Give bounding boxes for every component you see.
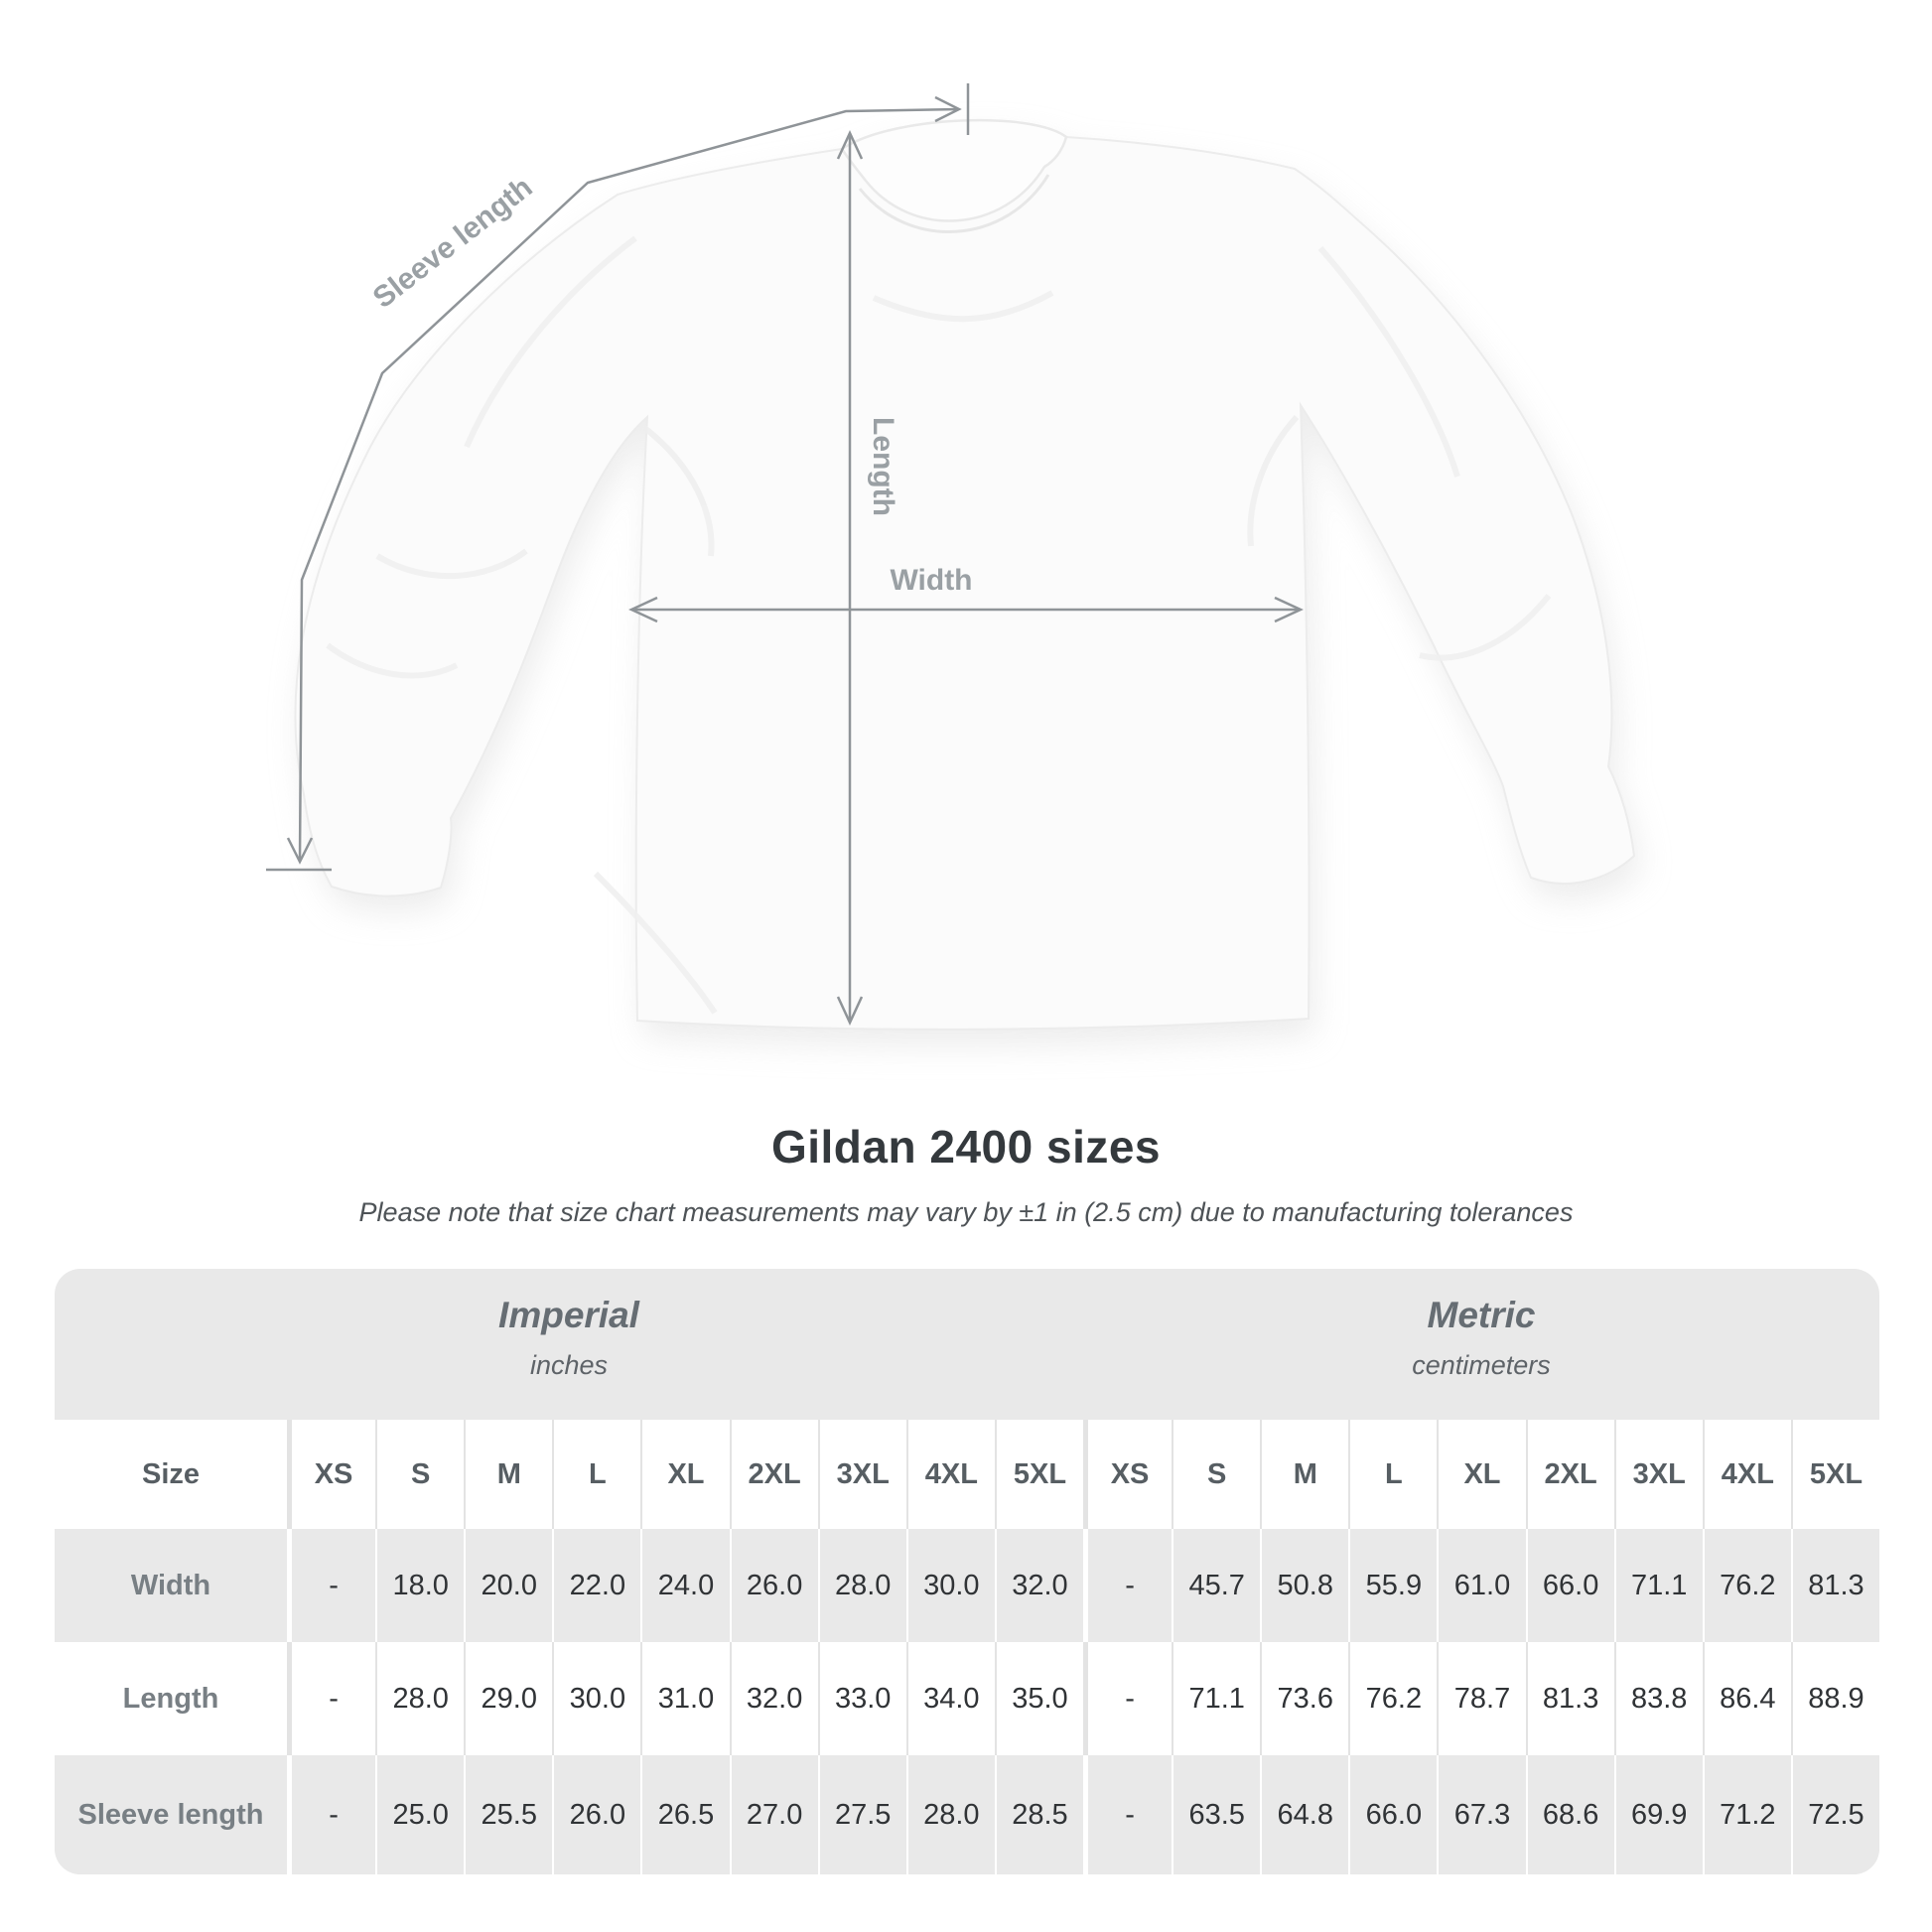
table-cell: 78.7 (1437, 1642, 1525, 1755)
table-cell: M (464, 1420, 552, 1529)
table-unit-header: Imperial inches Metric centimeters (55, 1269, 1879, 1420)
fabric-folds (326, 235, 1552, 1015)
table-cell: 3XL (817, 1420, 906, 1529)
table-cell: 26.5 (640, 1755, 729, 1874)
table-cell: XL (640, 1420, 729, 1529)
table-cell: 27.0 (729, 1755, 818, 1874)
table-cell: - (287, 1529, 375, 1642)
table-cell: 45.7 (1172, 1529, 1260, 1642)
table-row-sizes: Size XS S M L XL 2XL 3XL 4XL 5XL XS S M … (55, 1420, 1879, 1529)
table-cell: 71.1 (1613, 1529, 1703, 1642)
table-cell: 26.0 (729, 1529, 818, 1642)
table-cell: 22.0 (552, 1529, 640, 1642)
table-cell: L (1348, 1420, 1437, 1529)
table-cell: 32.0 (729, 1642, 818, 1755)
table-cell: 66.0 (1348, 1755, 1437, 1874)
table-cell: 28.5 (994, 1755, 1083, 1874)
length-label: Length (867, 417, 899, 516)
table-cell: 2XL (1525, 1420, 1614, 1529)
table-cell: XS (1083, 1420, 1172, 1529)
imperial-unit: inches (529, 1350, 609, 1380)
table-cell: 27.5 (817, 1755, 906, 1874)
table-cell: 32.0 (994, 1529, 1083, 1642)
table-cell: 33.0 (817, 1642, 906, 1755)
metric-title: Metric (1427, 1295, 1536, 1335)
imperial-header: Imperial inches (55, 1269, 1083, 1420)
table-cell: 35.0 (994, 1642, 1083, 1755)
table-cell: - (1083, 1529, 1172, 1642)
table-cell: 20.0 (464, 1529, 552, 1642)
table-cell: 4XL (1702, 1420, 1791, 1529)
size-column-header: Size (141, 1457, 201, 1490)
table-cell: 61.0 (1437, 1529, 1525, 1642)
table-row-sleeve-length: Sleeve length - 25.0 25.5 26.0 26.5 27.0… (55, 1755, 1879, 1874)
table-cell: - (1083, 1642, 1172, 1755)
table-cell: S (1172, 1420, 1260, 1529)
table-cell: 28.0 (817, 1529, 906, 1642)
table-cell: 83.8 (1613, 1642, 1703, 1755)
table-cell: 34.0 (905, 1642, 995, 1755)
table-cell: 63.5 (1172, 1755, 1260, 1874)
table-cell: M (1260, 1420, 1348, 1529)
imperial-title: Imperial (498, 1295, 639, 1335)
table-cell: 64.8 (1260, 1755, 1348, 1874)
table-cell: 24.0 (640, 1529, 729, 1642)
table-cell: 81.3 (1525, 1642, 1614, 1755)
table-cell: - (1083, 1755, 1172, 1874)
shirt-illustration: Sleeve length Length Width (266, 83, 1640, 1045)
table-cell: 26.0 (552, 1755, 640, 1874)
table-cell: 50.8 (1260, 1529, 1348, 1642)
table-cell: 28.0 (905, 1755, 995, 1874)
table-cell: XS (287, 1420, 375, 1529)
sleeve-length-arrow (266, 83, 970, 872)
table-cell: 25.0 (375, 1755, 464, 1874)
table-cell: - (287, 1755, 375, 1874)
table-cell: XL (1437, 1420, 1525, 1529)
table-cell: 31.0 (640, 1642, 729, 1755)
metric-header: Metric centimeters (1083, 1269, 1879, 1420)
table-cell: 3XL (1613, 1420, 1703, 1529)
table-cell: 5XL (1790, 1420, 1879, 1529)
shirt-collar (840, 118, 1068, 233)
table-cell: 4XL (905, 1420, 995, 1529)
table-cell: 67.3 (1437, 1755, 1525, 1874)
table-cell: 73.6 (1260, 1642, 1348, 1755)
table-cell: 86.4 (1702, 1642, 1791, 1755)
table-cell: 28.0 (375, 1642, 464, 1755)
width-arrow (628, 596, 1304, 623)
metric-unit: centimeters (1412, 1350, 1551, 1380)
table-cell: 66.0 (1525, 1529, 1614, 1642)
length-arrow (836, 130, 864, 1026)
table-cell: 29.0 (464, 1642, 552, 1755)
table-cell: 71.1 (1172, 1642, 1260, 1755)
table-cell: 30.0 (552, 1642, 640, 1755)
table-cell: 76.2 (1702, 1529, 1791, 1642)
table-row-width: Width - 18.0 20.0 22.0 24.0 26.0 28.0 30… (55, 1529, 1879, 1642)
table-cell: 72.5 (1790, 1755, 1879, 1874)
row-label: Length (122, 1682, 219, 1715)
table-cell: S (375, 1420, 464, 1529)
table-cell: 25.5 (464, 1755, 552, 1874)
table-cell: 76.2 (1348, 1642, 1437, 1755)
size-table: Imperial inches Metric centimeters Size … (55, 1269, 1879, 1874)
table-cell: 30.0 (905, 1529, 995, 1642)
table-cell: 81.3 (1790, 1529, 1879, 1642)
table-cell: L (552, 1420, 640, 1529)
width-label: Width (890, 564, 972, 597)
table-cell: - (287, 1642, 375, 1755)
row-label: Width (130, 1569, 211, 1601)
table-cell: 71.2 (1702, 1755, 1791, 1874)
table-cell: 5XL (994, 1420, 1083, 1529)
table-cell: 18.0 (375, 1529, 464, 1642)
table-cell: 69.9 (1613, 1755, 1703, 1874)
row-label: Sleeve length (77, 1798, 264, 1831)
table-cell: 68.6 (1525, 1755, 1614, 1874)
table-row-length: Length - 28.0 29.0 30.0 31.0 32.0 33.0 3… (55, 1642, 1879, 1755)
table-cell: 55.9 (1348, 1529, 1437, 1642)
table-cell: 2XL (729, 1420, 818, 1529)
page-title: Gildan 2400 sizes (770, 1121, 1162, 1173)
table-cell: 88.9 (1790, 1642, 1879, 1755)
page-subtitle: Please note that size chart measurements… (358, 1197, 1574, 1227)
